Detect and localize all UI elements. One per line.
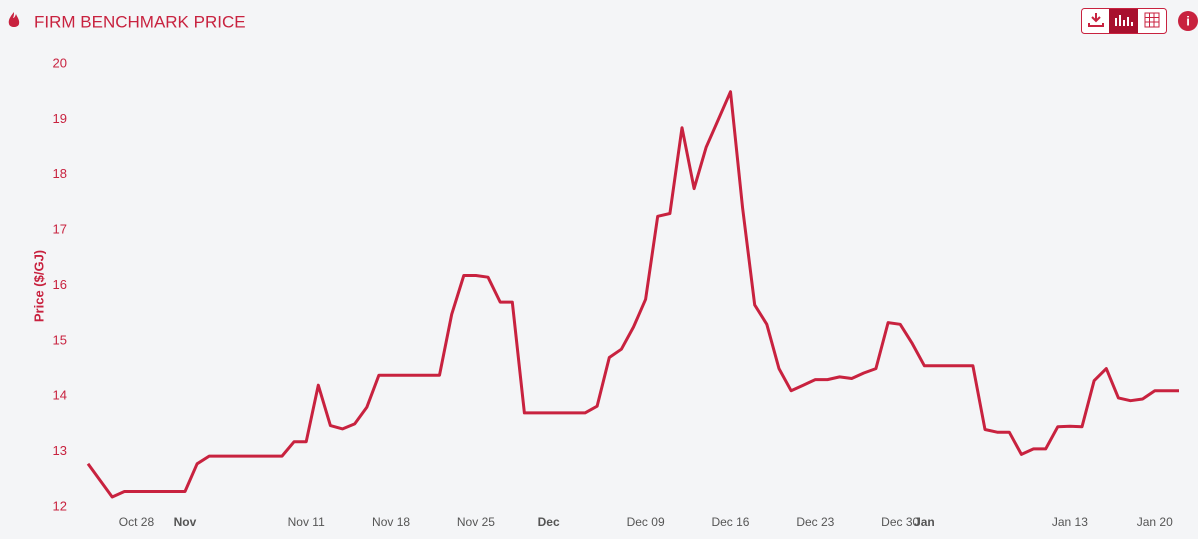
y-tick-label: 20 xyxy=(53,55,67,70)
y-tick-label: 13 xyxy=(53,443,67,458)
table-view-button[interactable] xyxy=(1144,12,1160,28)
x-tick-label: Nov xyxy=(174,515,197,529)
x-tick-label: Nov 11 xyxy=(288,515,325,529)
price-line xyxy=(86,90,1179,499)
x-tick-label: Jan 20 xyxy=(1137,515,1173,529)
flame-icon xyxy=(8,12,20,27)
x-tick-label: Nov 25 xyxy=(457,515,495,529)
x-tick-label: Dec xyxy=(538,515,560,529)
y-tick-label: 16 xyxy=(53,277,67,292)
y-tick-label: 15 xyxy=(53,332,67,347)
x-tick-label: Jan xyxy=(914,515,935,529)
info-button[interactable] xyxy=(1178,11,1198,31)
y-axis-label: Price ($/GJ) xyxy=(31,250,46,322)
chart-icon xyxy=(1115,15,1133,26)
x-tick-label: Jan 13 xyxy=(1052,515,1088,529)
download-button[interactable] xyxy=(1088,13,1104,27)
x-tick-label: Dec 09 xyxy=(627,515,665,529)
y-tick-label: 12 xyxy=(53,498,67,513)
y-tick-label: 17 xyxy=(53,222,67,237)
x-tick-label: Dec 30 xyxy=(881,515,919,529)
x-tick-label: Oct 28 xyxy=(119,515,155,529)
y-tick-label: 18 xyxy=(53,166,67,181)
y-tick-label: 19 xyxy=(53,111,67,126)
x-tick-label: Nov 18 xyxy=(372,515,410,529)
x-tick-label: Dec 23 xyxy=(796,515,834,529)
x-tick-label: Dec 16 xyxy=(711,515,749,529)
chart-title: FIRM BENCHMARK PRICE xyxy=(34,12,246,31)
toolbar: i xyxy=(1081,8,1198,34)
y-tick-label: 14 xyxy=(53,388,67,403)
info-icon: i xyxy=(1186,13,1190,28)
